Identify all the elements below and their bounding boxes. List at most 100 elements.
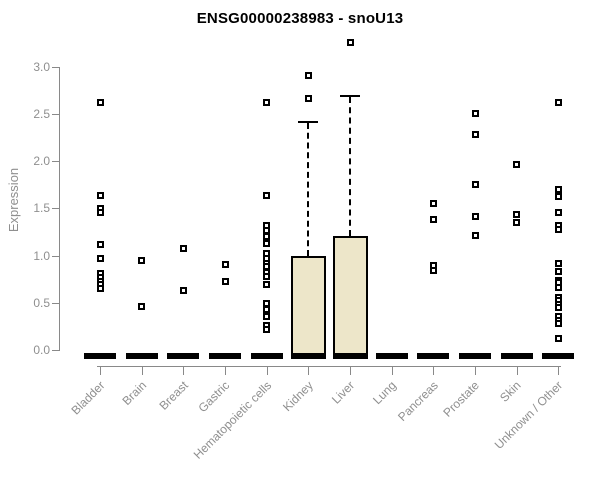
y-axis-tick [52, 114, 59, 115]
box-collapsed-at-zero [125, 352, 158, 359]
outlier-point [430, 216, 437, 223]
y-axis-tick [52, 67, 59, 68]
outlier-point [97, 285, 104, 292]
whisker-line [307, 123, 310, 256]
outlier-point [555, 226, 562, 233]
whisker-cap [298, 121, 319, 123]
box-collapsed-at-zero [417, 352, 450, 359]
outlier-point [430, 267, 437, 274]
outlier-point [513, 219, 520, 226]
outlier-point [97, 255, 104, 262]
x-axis-tick [517, 366, 518, 375]
outlier-point [472, 131, 479, 138]
y-tick-label: 1.5 [33, 201, 50, 215]
outlier-point [513, 211, 520, 218]
outlier-point [263, 281, 270, 288]
x-category-label: Liver [328, 378, 358, 407]
y-axis-tick [52, 161, 59, 162]
box-body [332, 236, 368, 359]
outlier-point [347, 39, 354, 46]
whisker-line [349, 97, 352, 236]
box-collapsed-at-zero [459, 352, 492, 359]
y-tick-label: 0.5 [33, 296, 50, 310]
outlier-point [263, 192, 270, 199]
y-axis-tick [52, 303, 59, 304]
box-collapsed-at-zero [167, 352, 200, 359]
outlier-point [555, 209, 562, 216]
outlier-point [555, 335, 562, 342]
outlier-point [263, 99, 270, 106]
outlier-point [472, 213, 479, 220]
outlier-point [472, 110, 479, 117]
outlier-point [263, 313, 270, 320]
outlier-point [97, 209, 104, 216]
x-category-label: Pancreas [394, 378, 441, 425]
x-axis-tick [433, 366, 434, 375]
whisker-cap [340, 95, 361, 97]
y-tick-label: 1.0 [33, 249, 50, 263]
y-tick-label: 2.0 [33, 154, 50, 168]
outlier-point [555, 268, 562, 275]
y-axis-tick [52, 350, 59, 351]
outlier-point [430, 200, 437, 207]
x-axis-line [97, 366, 561, 367]
x-category-label: Lung [370, 378, 399, 408]
outlier-point [97, 241, 104, 248]
x-category-label: Prostate [440, 378, 483, 420]
outlier-point [555, 320, 562, 327]
y-tick-label: 0.0 [33, 343, 50, 357]
y-tick-label: 3.0 [33, 60, 50, 74]
box-collapsed-at-zero [500, 352, 533, 359]
outlier-point [263, 326, 270, 333]
outlier-point [138, 257, 145, 264]
box-collapsed-at-zero [542, 352, 575, 359]
box-collapsed-at-zero [250, 352, 283, 359]
outlier-point [222, 261, 229, 268]
outlier-point [263, 306, 270, 313]
outlier-point [263, 240, 270, 247]
chart-title: ENSG00000238983 - snoU13 [196, 10, 404, 27]
outlier-point [555, 260, 562, 267]
x-axis-tick [183, 366, 184, 375]
outlier-point [222, 278, 229, 285]
x-axis-tick [350, 366, 351, 375]
box-collapsed-at-zero [84, 352, 116, 359]
x-category-label: Brain [119, 378, 149, 409]
outlier-point [180, 245, 187, 252]
y-axis-tick [52, 208, 59, 209]
outlier-point [555, 193, 562, 200]
outlier-point [263, 273, 270, 280]
outlier-point [555, 304, 562, 311]
x-axis-tick [475, 366, 476, 375]
x-axis-tick [558, 366, 559, 375]
outlier-point [97, 99, 104, 106]
y-tick-label: 2.5 [33, 107, 50, 121]
x-axis-tick [308, 366, 309, 375]
box-collapsed-at-zero [375, 352, 408, 359]
x-category-label: Hematopoietic cells [190, 378, 274, 462]
outlier-point [555, 186, 562, 193]
x-category-label: Skin [497, 378, 524, 405]
outlier-point [180, 287, 187, 294]
outlier-point [555, 99, 562, 106]
outlier-point [472, 181, 479, 188]
outlier-point [555, 284, 562, 291]
outlier-point [472, 232, 479, 239]
x-axis-tick [142, 366, 143, 375]
x-axis-tick [225, 366, 226, 375]
x-axis-tick [267, 366, 268, 375]
box-body [290, 256, 326, 359]
x-axis-tick [392, 366, 393, 375]
box-collapsed-at-zero [209, 352, 241, 359]
outlier-point [513, 161, 520, 168]
outlier-point [138, 303, 145, 310]
x-category-label: Bladder [68, 378, 108, 418]
x-axis-tick [100, 366, 101, 375]
y-axis-line [59, 66, 60, 351]
outlier-point [263, 233, 270, 240]
outlier-point [305, 72, 312, 79]
outlier-point [305, 95, 312, 102]
x-category-label: Kidney [279, 378, 316, 415]
outlier-point [97, 192, 104, 199]
